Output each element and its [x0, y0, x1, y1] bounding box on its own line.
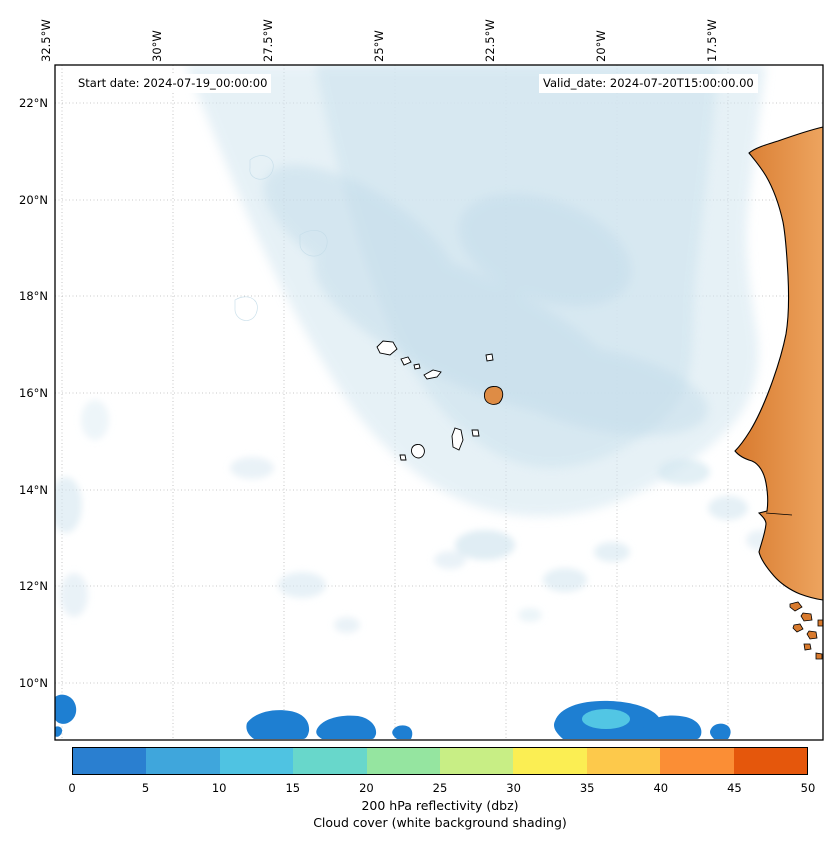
island-sao-vicente — [400, 356, 412, 366]
coastal-island — [806, 630, 818, 640]
cloud-patch — [278, 572, 326, 598]
colorbar-segment — [293, 748, 367, 774]
reflectivity-cell — [55, 726, 63, 737]
cloud-patch — [518, 608, 542, 622]
colorbar-segment — [146, 748, 220, 774]
colorbar-segment — [586, 748, 661, 774]
cloud-streak — [458, 193, 632, 307]
coastal-island — [803, 643, 812, 651]
reflectivity-cell — [246, 710, 310, 739]
cloud-patch — [60, 573, 88, 617]
reflectivity-cell — [316, 715, 377, 739]
start-date-label: Start date: 2024-07-19_00:00:00 — [74, 74, 272, 93]
cloud-patch — [334, 617, 360, 633]
colorbar-tick-label: 20 — [359, 781, 374, 795]
coastal-island — [815, 652, 823, 660]
colorbar-segment — [660, 748, 734, 774]
colorbar-segment — [513, 748, 587, 774]
colorbar-tick-label: 45 — [727, 781, 742, 795]
colorbar-tick-label: 0 — [68, 781, 76, 795]
colorbar-tick-label: 35 — [579, 781, 595, 795]
coastal-islands — [789, 601, 823, 660]
island-santo-antao — [376, 340, 398, 356]
cloud-patch — [455, 530, 515, 560]
cloud-patch — [434, 551, 466, 569]
cloud-patch — [658, 459, 710, 485]
cloud-streak — [263, 165, 457, 305]
cloud-patch — [230, 457, 274, 479]
cloud-patch — [594, 542, 630, 562]
colorbar-segment — [733, 748, 808, 774]
colorbar-segment — [73, 748, 147, 774]
island-santiago — [451, 427, 464, 451]
coastal-island — [792, 623, 804, 633]
cloud-contour — [234, 296, 258, 321]
island-sal — [485, 353, 494, 362]
colorbar-tick-label: 15 — [285, 781, 301, 795]
colorbar-segment — [440, 748, 514, 774]
colorbar-segments — [72, 747, 808, 775]
colorbar-segment — [366, 748, 441, 774]
colorbar-tick-label: 25 — [432, 781, 448, 795]
colorbar-segment — [219, 748, 294, 774]
island-santa-luzia — [413, 363, 421, 370]
colorbar-tick-label: 30 — [506, 781, 521, 795]
colorbar-tick-label: 50 — [800, 781, 816, 795]
coastal-island — [789, 601, 803, 612]
plot-frame — [54, 64, 824, 741]
island-fogo — [411, 444, 425, 459]
reflectivity-cell — [55, 694, 77, 724]
colorbar-ticks: 0 5 10 15 20 25 30 35 40 45 50 — [68, 781, 815, 795]
colorbar-subtitle: Cloud cover (white background shading) — [313, 815, 567, 830]
island-boa-vista — [483, 386, 504, 405]
reflectivity-cell — [392, 725, 413, 739]
cape-verde-islands — [376, 340, 504, 461]
reflectivity-cell — [710, 723, 731, 739]
gambia-river — [765, 512, 793, 516]
colorbar-tick-label: 10 — [211, 781, 227, 795]
cloud-streak — [492, 344, 708, 436]
cloud-streaks — [263, 165, 708, 436]
coastal-island — [800, 612, 813, 622]
colorbar-title: 200 hPa reflectivity (dbz) — [361, 798, 519, 813]
cloud-contour — [249, 155, 274, 180]
valid-date-label: Valid_date: 2024-07-20T15:00:00.00 — [539, 74, 758, 93]
island-maio — [471, 429, 480, 437]
reflectivity-cell — [642, 715, 702, 739]
cloud-patch — [708, 496, 748, 520]
cloud-patch — [543, 568, 587, 592]
cloud-patch — [81, 400, 109, 440]
coastal-island — [817, 619, 823, 627]
cloud-patch — [55, 477, 82, 533]
island-sao-nicolau — [423, 369, 442, 380]
reflectivity-cells — [55, 694, 731, 739]
african-coastline — [734, 126, 823, 660]
colorbar — [72, 747, 808, 775]
cloud-shading — [55, 65, 774, 633]
colorbar-tick-label: 5 — [141, 781, 150, 795]
island-brava — [399, 454, 407, 461]
mainland-africa — [734, 126, 823, 601]
reflectivity-cell-core — [582, 709, 630, 729]
colorbar-tick-label: 40 — [653, 781, 669, 795]
